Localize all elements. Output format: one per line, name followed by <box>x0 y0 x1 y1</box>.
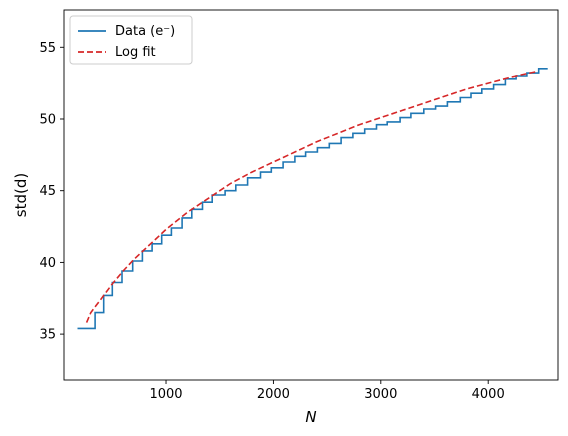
x-axis-ticks: 1000 2000 3000 4000 <box>149 380 505 402</box>
legend-label-fit: Log fit <box>115 45 156 60</box>
y-axis-ticks: 35 40 45 50 55 <box>39 41 64 343</box>
series-data-step-line <box>77 68 548 330</box>
y-axis-label: std(d) <box>12 173 30 217</box>
x-tick-label: 4000 <box>472 387 505 402</box>
x-tick-label: 2000 <box>257 387 290 402</box>
y-tick-label: 50 <box>39 112 56 127</box>
y-tick-label: 45 <box>39 184 56 199</box>
y-tick-label: 35 <box>39 328 56 343</box>
x-tick-label: 1000 <box>149 387 182 402</box>
plot-area <box>63 9 559 381</box>
y-tick-label: 55 <box>39 41 56 56</box>
y-tick-label: 40 <box>39 256 56 271</box>
legend-label-data: Data (e⁻) <box>115 24 175 39</box>
x-tick-label: 3000 <box>364 387 397 402</box>
series-log-fit-line <box>85 70 537 323</box>
data-layer <box>77 68 548 330</box>
x-axis-label: N <box>305 408 316 426</box>
legend: Data (e⁻) Log fit <box>69 15 193 65</box>
